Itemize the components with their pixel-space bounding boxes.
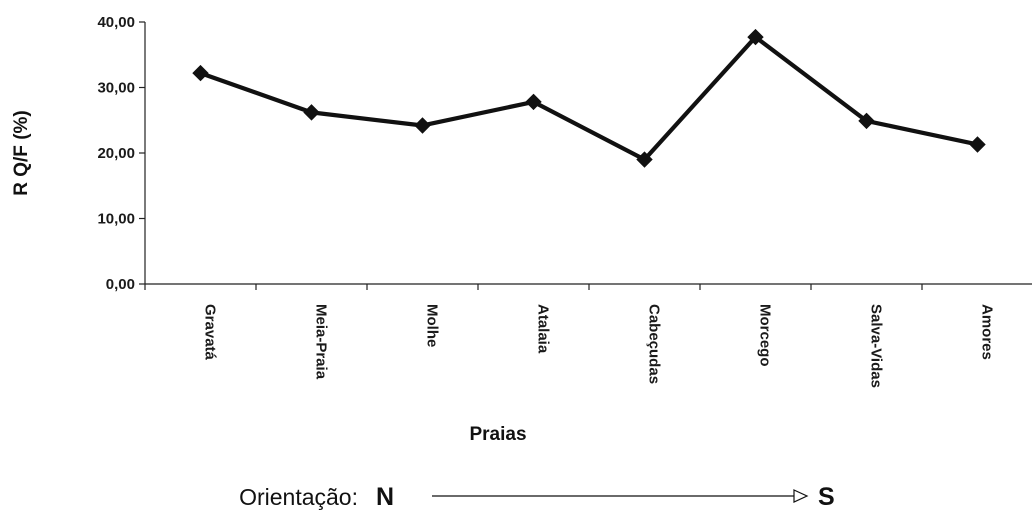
data-point-marker (747, 28, 764, 46)
x-ticks: Gravatá Meia-Praia Molhe Atalaia Cabeçudas Mo… (144, 284, 996, 388)
x-tick-label: Atalaia (535, 304, 552, 354)
orientation-label: Orientação: (239, 484, 358, 510)
y-axis: 0,00 10,00 20,00 30,00 40,00 (97, 14, 146, 293)
data-point-marker (969, 136, 986, 153)
data-point-marker (525, 93, 542, 111)
y-tick-label: 30,00 (97, 80, 135, 97)
y-tick-label: 20,00 (97, 145, 135, 162)
x-axis: Gravatá Meia-Praia Molhe Atalaia Cabeçudas Mo… (144, 283, 1032, 388)
y-tick-label: 10,00 (97, 211, 135, 228)
data-point-marker (636, 151, 653, 168)
x-tick-label: Amores (979, 304, 996, 360)
y-axis-title: R Q/F (%) (11, 110, 32, 196)
data-point-marker (303, 104, 320, 121)
data-point-marker (192, 64, 209, 82)
y-tick-label: 0,00 (106, 276, 135, 293)
orientation-indicator: Orientação: N S (239, 483, 835, 511)
series-line (198, 34, 980, 162)
x-axis-title: Praias (469, 424, 526, 445)
y-tick-label: 40,00 (97, 14, 135, 31)
data-point-marker (858, 112, 875, 130)
x-tick-label: Salva-Vidas (868, 304, 885, 388)
orientation-start: N (376, 483, 394, 511)
series-group (192, 28, 986, 168)
y-ticks: 0,00 10,00 20,00 30,00 40,00 (97, 14, 145, 293)
data-point-marker (414, 117, 431, 134)
x-tick-label: Molhe (424, 304, 441, 347)
orientation-arrow-head (793, 489, 809, 503)
x-tick-label: Gravatá (202, 304, 219, 361)
x-tick-label: Cabeçudas (646, 304, 663, 384)
orientation-end: S (818, 483, 835, 511)
x-tick-label: Morcego (757, 304, 774, 367)
x-tick-label: Meia-Praia (313, 304, 330, 380)
